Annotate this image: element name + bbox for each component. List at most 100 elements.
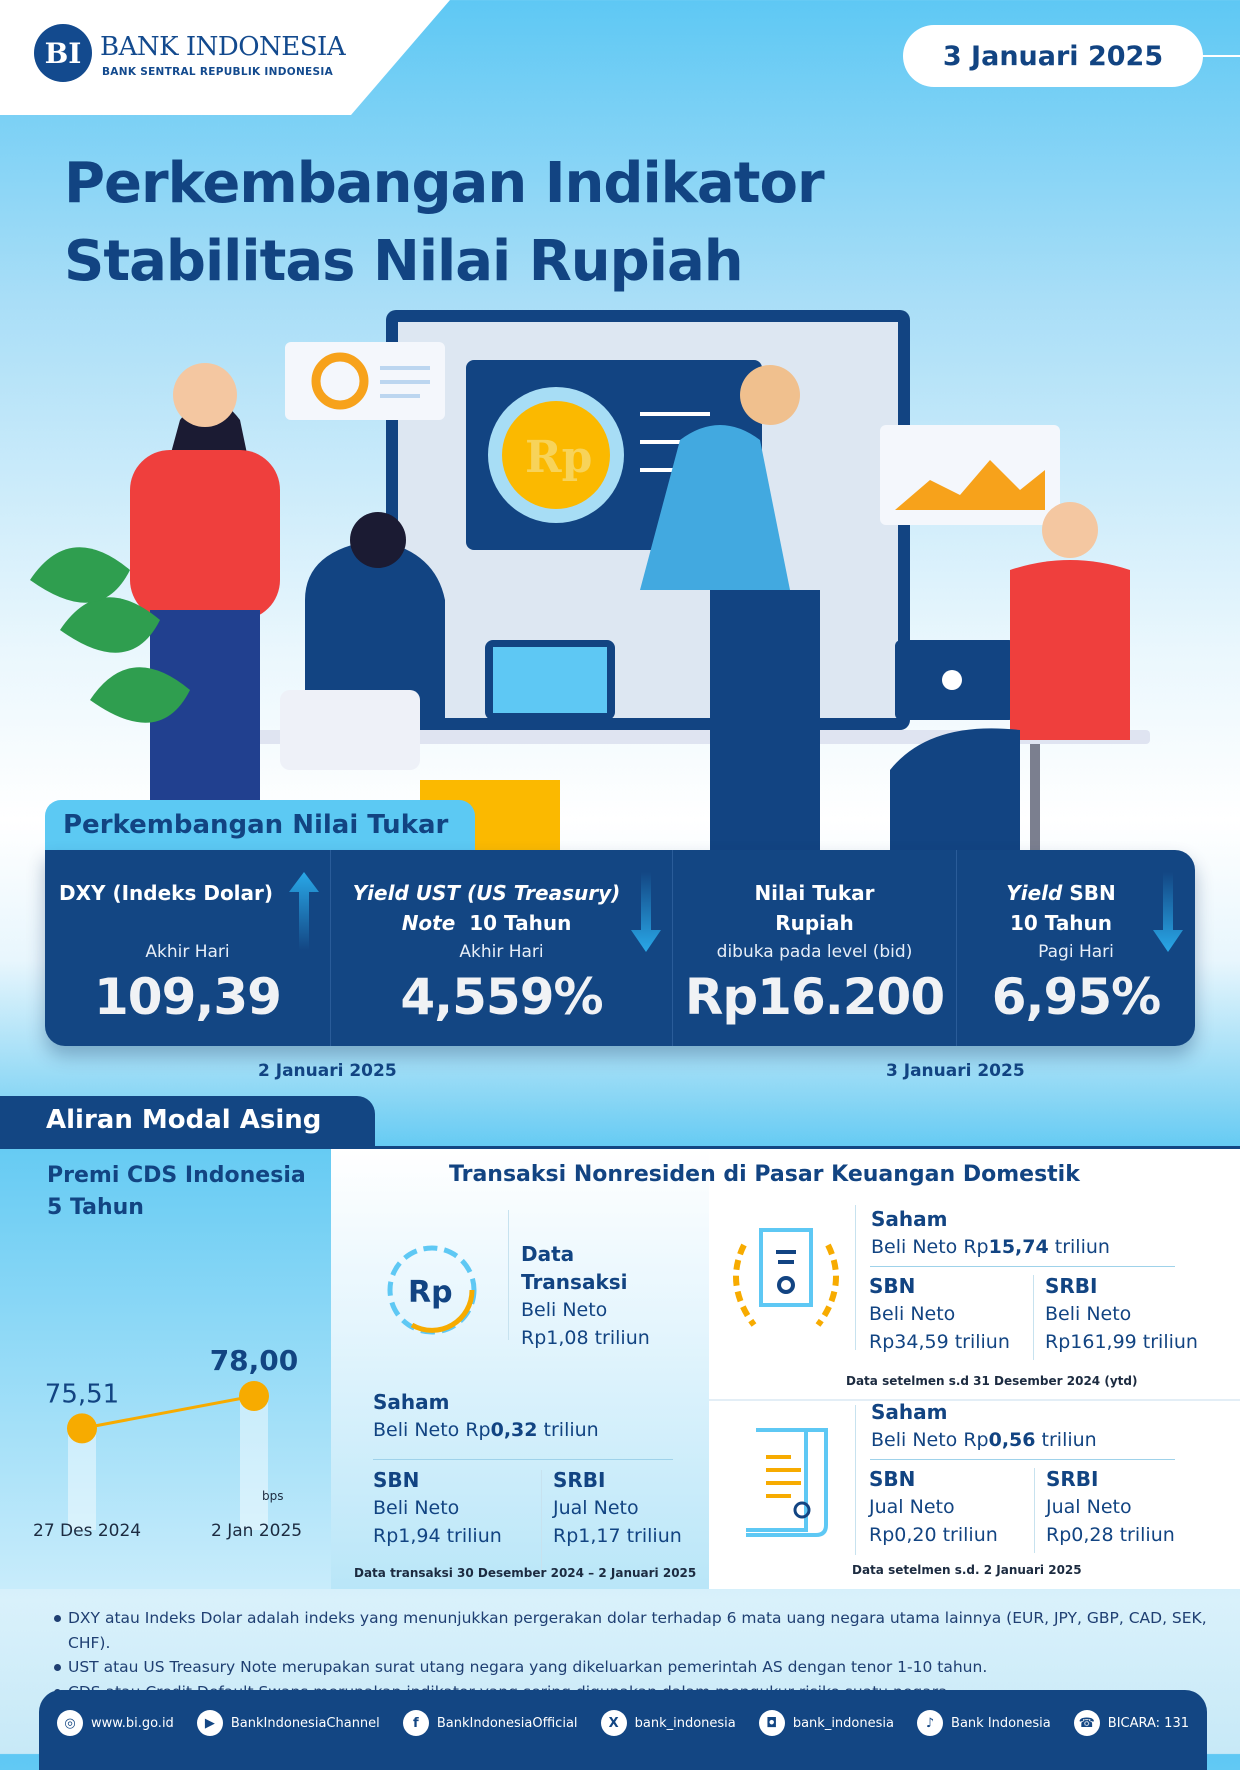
weekly-footnote: Data transaksi 30 Desember 2024 – 2 Janu… bbox=[354, 1566, 697, 1580]
cds-data-label: 75,51 bbox=[45, 1379, 119, 1409]
cds-data-point bbox=[239, 1381, 269, 1411]
divider bbox=[1033, 1275, 1034, 1360]
srbi-label: SRBI bbox=[1045, 1274, 1098, 1298]
saham-value: 0,56 bbox=[988, 1429, 1036, 1451]
sbn-direction: Beli Neto bbox=[373, 1497, 460, 1519]
footer-label: bank_indonesia bbox=[634, 1715, 736, 1731]
globe-icon: ◎ bbox=[57, 1710, 83, 1736]
ytd-footnote: Data setelmen s.d 31 Desember 2024 (ytd) bbox=[846, 1374, 1138, 1388]
ytd-saham: Saham Beli Neto Rp15,74 triliun bbox=[871, 1205, 1110, 1261]
rupiah-coin-icon: Rp bbox=[525, 432, 592, 483]
saham-value: 0,32 bbox=[490, 1419, 538, 1441]
office-illustration: Rp bbox=[30, 310, 1150, 860]
footer-facebook[interactable]: f BankIndonesiaOfficial bbox=[402, 1710, 578, 1736]
x-icon: X bbox=[600, 1710, 627, 1736]
footer-website[interactable]: ◎ www.bi.go.id bbox=[57, 1710, 174, 1736]
youtube-icon: ▶ bbox=[196, 1710, 223, 1736]
arrow-down-icon bbox=[1153, 872, 1183, 952]
arrow-down-icon bbox=[631, 872, 661, 952]
cds-data-label: 78,00 bbox=[210, 1344, 299, 1377]
srbi-direction: Jual Neto bbox=[553, 1497, 639, 1519]
bank-name: BANK INDONESIA bbox=[100, 32, 346, 62]
aliran-modal-tab: Aliran Modal Asing bbox=[0, 1096, 375, 1148]
saham-direction: Beli Neto Rp bbox=[871, 1236, 989, 1258]
cds-drop-bar bbox=[68, 1428, 96, 1530]
srbi-value: Rp0,28 triliun bbox=[1046, 1524, 1175, 1546]
title-line-2: Stabilitas Nilai Rupiah bbox=[64, 229, 744, 294]
date-right: 3 Januari 2025 bbox=[886, 1061, 1025, 1081]
bank-subtitle: BANK SENTRAL REPUBLIK INDONESIA bbox=[102, 66, 334, 78]
exchange-rate-panel: DXY (Indeks Dolar) Akhir Hari 109,39 Yie… bbox=[45, 850, 1195, 1046]
bicara-icon: ☎ bbox=[1073, 1710, 1100, 1736]
cds-drop-bar bbox=[240, 1396, 268, 1530]
note-dxy: DXY atau Indeks Dolar adalah indeks yang… bbox=[54, 1606, 1240, 1655]
saham-line: Beli Neto Rp0,56 triliun bbox=[871, 1426, 1097, 1454]
cds-x-label-0: 27 Des 2024 bbox=[33, 1521, 142, 1541]
sbn-word: SBN bbox=[1069, 881, 1116, 905]
divider bbox=[1200, 55, 1240, 57]
rupiah-label-line1: Nilai Tukar bbox=[754, 881, 875, 905]
weekly-total-direction: Beli Neto bbox=[521, 1299, 608, 1321]
instagram-icon: ◘ bbox=[758, 1710, 785, 1736]
footer-label: www.bi.go.id bbox=[91, 1715, 174, 1731]
ytd-srbi: SRBI Beli Neto Rp161,99 triliun bbox=[1045, 1272, 1198, 1356]
ust-value: 4,559% bbox=[400, 968, 603, 1026]
nilai-tukar-tab: Perkembangan Nilai Tukar bbox=[45, 800, 475, 856]
ust-tenor: 10 Tahun bbox=[469, 911, 572, 935]
cds-unit: bps bbox=[262, 1489, 284, 1503]
srbi-direction: Beli Neto bbox=[1045, 1303, 1132, 1325]
footer-label: bank_indonesia bbox=[792, 1715, 894, 1731]
social-footer: ◎ www.bi.go.id ▶ BankIndonesiaChannel f Ban… bbox=[39, 1690, 1207, 1770]
dxy-period: Akhir Hari bbox=[145, 942, 230, 962]
footer-label: Bank Indonesia bbox=[951, 1715, 1051, 1731]
sbn-label: Yield SBN 10 Tahun bbox=[957, 878, 1195, 938]
date-left: 2 Januari 2025 bbox=[258, 1061, 397, 1081]
document-scroll-icon bbox=[746, 1428, 828, 1537]
ytd-sbn: SBN Beli Neto Rp34,59 triliun bbox=[869, 1272, 1010, 1356]
footer-bicara[interactable]: ☎ BICARA: 131 bbox=[1073, 1710, 1189, 1736]
saham-unit: triliun bbox=[543, 1419, 599, 1441]
publication-date: 3 Januari 2025 bbox=[903, 25, 1203, 87]
saham-value: 15,74 bbox=[988, 1236, 1049, 1258]
cds-title-line1: Premi CDS Indonesia bbox=[47, 1163, 306, 1188]
svg-text:Rp: Rp bbox=[408, 1275, 453, 1310]
divider bbox=[870, 1266, 1175, 1267]
cds-series-line bbox=[81, 1394, 255, 1430]
saham-label: Saham bbox=[871, 1207, 948, 1231]
rupiah-label: Nilai Tukar Rupiah bbox=[673, 878, 956, 938]
ust-yield-card: Yield UST (US Treasury) Note 10 Tahun Akh… bbox=[331, 850, 673, 1046]
divider bbox=[709, 1399, 1240, 1401]
sbn-direction: Jual Neto bbox=[869, 1496, 955, 1518]
saham-direction: Beli Neto Rp bbox=[871, 1429, 989, 1451]
certificate-award-icon bbox=[733, 1228, 839, 1327]
ust-label: Yield UST (US Treasury) Note 10 Tahun bbox=[331, 878, 672, 938]
arrow-up-icon bbox=[289, 872, 319, 950]
footer-youtube[interactable]: ▶ BankIndonesiaChannel bbox=[196, 1710, 380, 1736]
saham-line: Beli Neto Rp0,32 triliun bbox=[373, 1416, 599, 1444]
setelmen-srbi: SRBI Jual Neto Rp0,28 triliun bbox=[1046, 1465, 1175, 1549]
data-label: Data bbox=[521, 1242, 575, 1266]
srbi-label: SRBI bbox=[1046, 1467, 1099, 1491]
sbn-value: Rp34,59 triliun bbox=[869, 1331, 1010, 1353]
saham-line: Beli Neto Rp15,74 triliun bbox=[871, 1233, 1110, 1261]
rupiah-label-line2: Rupiah bbox=[775, 911, 854, 935]
note-ust: UST atau US Treasury Note merupakan sura… bbox=[54, 1655, 1240, 1680]
ust-period: Akhir Hari bbox=[459, 942, 544, 962]
footer-label: BankIndonesiaChannel bbox=[230, 1715, 380, 1731]
sbn-period: Pagi Hari bbox=[1038, 942, 1114, 962]
ust-note-label: Note bbox=[401, 911, 456, 935]
divider bbox=[855, 1405, 856, 1555]
divider bbox=[0, 1146, 1240, 1149]
rupiah-exchange-icon: Rp bbox=[387, 1245, 477, 1335]
sbn-yield-word: Yield bbox=[1006, 881, 1063, 905]
dxy-value: 109,39 bbox=[94, 968, 282, 1026]
footer-instagram[interactable]: ◘ bank_indonesia bbox=[758, 1710, 894, 1736]
sbn-direction: Beli Neto bbox=[869, 1303, 956, 1325]
cds-title: Premi CDS Indonesia 5 Tahun bbox=[47, 1160, 306, 1224]
footer-label: BICARA: 131 bbox=[1107, 1715, 1189, 1731]
cds-data-point bbox=[67, 1413, 97, 1444]
sbn-label: SBN bbox=[869, 1467, 916, 1491]
footer-tiktok[interactable]: ♪ Bank Indonesia bbox=[917, 1710, 1051, 1736]
cds-title-line2: 5 Tahun bbox=[47, 1195, 144, 1220]
